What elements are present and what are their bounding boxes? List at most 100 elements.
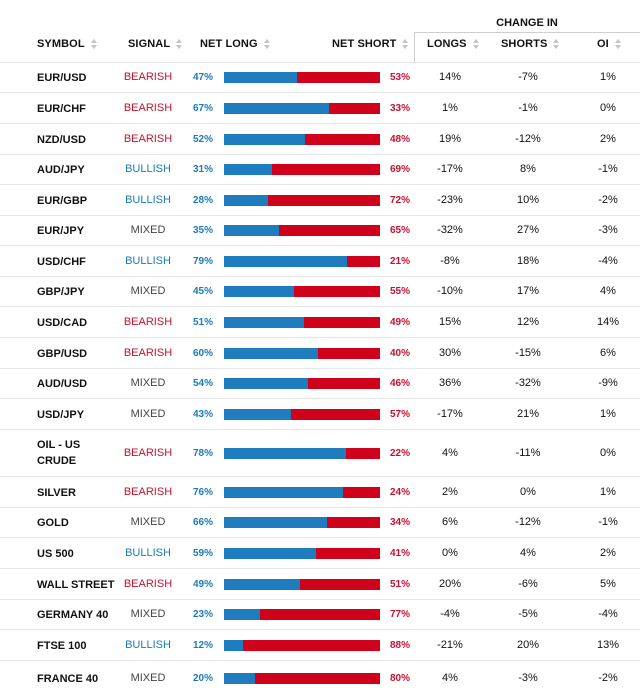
table-row[interactable]: GBP/USD BEARISH 60% 40% 30% -15% 6% xyxy=(0,337,640,369)
symbol-link[interactable]: USD/CAD xyxy=(37,317,88,329)
longs-change: 14% xyxy=(438,71,462,83)
signal-label: MIXED xyxy=(130,408,166,420)
symbol-link[interactable]: NZD/USD xyxy=(37,134,86,146)
table-row[interactable]: USD/CHF BULLISH 79% 21% -8% 18% -4% xyxy=(0,245,640,277)
signal-label: BULLISH xyxy=(125,255,171,267)
sort-icon[interactable] xyxy=(263,39,270,49)
table-row[interactable]: FRANCE 40 MIXED 20% 80% 4% -3% -2% xyxy=(0,660,640,696)
symbol-link[interactable]: FRANCE 40 xyxy=(37,673,99,685)
symbol-link[interactable]: WALL STREET xyxy=(37,579,115,591)
sort-icon[interactable] xyxy=(614,39,621,49)
sentiment-bar xyxy=(224,673,380,684)
net-short-header[interactable]: NET SHORT xyxy=(332,38,409,50)
net-short-value: 24% xyxy=(390,487,411,498)
shorts-header-label: SHORTS xyxy=(501,38,548,50)
shorts-change: 10% xyxy=(516,194,540,206)
longs-header-label: LONGS xyxy=(427,38,467,50)
net-short-header-label: NET SHORT xyxy=(332,38,397,50)
table-row[interactable]: EUR/JPY MIXED 35% 65% -32% 27% -3% xyxy=(0,215,640,246)
longs-change: 4% xyxy=(442,447,458,459)
table-row[interactable]: USD/JPY MIXED 43% 57% -17% 21% 1% xyxy=(0,398,640,430)
table-row[interactable]: OIL - US CRUDE BEARISH 78% 22% 4% -11% 0% xyxy=(0,429,640,477)
oi-header[interactable]: OI xyxy=(597,38,621,50)
signal-label: BEARISH xyxy=(123,578,173,590)
symbol-link[interactable]: EUR/USD xyxy=(37,72,87,84)
symbol-link[interactable]: US 500 xyxy=(37,548,74,560)
symbol-link[interactable]: GBP/USD xyxy=(37,348,88,360)
signal-label: MIXED xyxy=(130,285,166,297)
net-short-value: 80% xyxy=(390,673,411,684)
shorts-change: -12% xyxy=(515,133,541,145)
table-row[interactable]: AUD/USD MIXED 54% 46% 36% -32% -9% xyxy=(0,368,640,399)
table-row[interactable]: WALL STREET BEARISH 49% 51% 20% -6% 5% xyxy=(0,568,640,600)
shorts-change: -32% xyxy=(515,377,541,389)
net-long-bar-fill xyxy=(224,225,279,236)
net-long-value: 47% xyxy=(192,72,213,83)
symbol-link[interactable]: AUD/USD xyxy=(37,378,88,390)
shorts-change: -7% xyxy=(518,71,538,83)
net-long-value: 20% xyxy=(192,673,213,684)
net-long-bar-fill xyxy=(224,195,268,206)
net-long-bar-fill xyxy=(224,448,346,459)
net-short-value: 72% xyxy=(390,195,411,206)
signal-header[interactable]: SIGNAL xyxy=(128,38,183,50)
longs-header[interactable]: LONGS xyxy=(427,38,479,50)
shorts-change: -1% xyxy=(518,102,538,114)
net-short-value: 55% xyxy=(390,286,411,297)
symbol-header[interactable]: SYMBOL xyxy=(37,38,97,50)
symbol-link[interactable]: SILVER xyxy=(37,487,76,499)
table-row[interactable]: GOLD MIXED 66% 34% 6% -12% -1% xyxy=(0,507,640,538)
symbol-link[interactable]: AUD/JPY xyxy=(37,164,85,176)
net-long-value: 59% xyxy=(192,548,213,559)
table-row[interactable]: EUR/USD BEARISH 47% 53% 14% -7% 1% xyxy=(0,62,640,93)
symbol-link[interactable]: EUR/JPY xyxy=(37,225,85,237)
longs-change: 1% xyxy=(442,102,458,114)
table-row[interactable]: AUD/JPY BULLISH 31% 69% -17% 8% -1% xyxy=(0,154,640,185)
shorts-change: 12% xyxy=(516,316,540,328)
oi-header-label: OI xyxy=(597,38,609,50)
shorts-header[interactable]: SHORTS xyxy=(501,38,560,50)
net-short-value: 51% xyxy=(390,579,411,590)
symbol-link[interactable]: EUR/CHF xyxy=(37,103,86,115)
signal-label: BEARISH xyxy=(123,447,173,459)
net-short-value: 53% xyxy=(390,72,411,83)
oi-change: -3% xyxy=(598,224,618,236)
table-row[interactable]: SILVER BEARISH 76% 24% 2% 0% 1% xyxy=(0,476,640,508)
sort-icon[interactable] xyxy=(472,39,479,49)
table-row[interactable]: EUR/GBP BULLISH 28% 72% -23% 10% -2% xyxy=(0,184,640,216)
symbol-link[interactable]: GOLD xyxy=(37,517,69,529)
net-long-bar-fill xyxy=(224,72,297,83)
net-long-bar-fill xyxy=(224,317,304,328)
symbol-link[interactable]: FTSE 100 xyxy=(37,640,87,652)
sort-icon[interactable] xyxy=(553,39,560,49)
sentiment-bar xyxy=(224,195,380,206)
signal-label: BULLISH xyxy=(125,547,171,559)
net-long-value: 28% xyxy=(192,195,213,206)
longs-change: 20% xyxy=(438,578,462,590)
sort-icon[interactable] xyxy=(402,39,409,49)
table-row[interactable]: NZD/USD BEARISH 52% 48% 19% -12% 2% xyxy=(0,123,640,155)
symbol-link[interactable]: USD/CHF xyxy=(37,256,86,268)
symbol-link[interactable]: EUR/GBP xyxy=(37,195,88,207)
table-row[interactable]: EUR/CHF BEARISH 67% 33% 1% -1% 0% xyxy=(0,92,640,124)
net-short-value: 40% xyxy=(390,348,411,359)
table-row[interactable]: USD/CAD BEARISH 51% 49% 15% 12% 14% xyxy=(0,306,640,338)
sort-icon[interactable] xyxy=(176,39,183,49)
symbol-link[interactable]: USD/JPY xyxy=(37,409,85,421)
oi-change: 0% xyxy=(600,102,616,114)
symbol-link[interactable]: GERMANY 40 xyxy=(37,609,109,621)
oi-change: -2% xyxy=(598,672,618,684)
sort-icon[interactable] xyxy=(90,39,97,49)
net-long-value: 45% xyxy=(192,286,213,297)
net-short-value: 33% xyxy=(390,103,411,114)
table-row[interactable]: FTSE 100 BULLISH 12% 88% -21% 20% 13% xyxy=(0,629,640,661)
net-long-header[interactable]: NET LONG xyxy=(200,38,270,50)
table-row[interactable]: GERMANY 40 MIXED 23% 77% -4% -5% -4% xyxy=(0,599,640,630)
symbol-link[interactable]: GBP/JPY xyxy=(37,286,85,298)
table-row[interactable]: GBP/JPY MIXED 45% 55% -10% 17% 4% xyxy=(0,276,640,307)
shorts-change: 27% xyxy=(516,224,540,236)
symbol-link[interactable]: OIL - US CRUDE xyxy=(37,439,81,467)
table-row[interactable]: US 500 BULLISH 59% 41% 0% 4% 2% xyxy=(0,537,640,569)
signal-label: MIXED xyxy=(130,672,166,684)
oi-change: 1% xyxy=(600,486,616,498)
